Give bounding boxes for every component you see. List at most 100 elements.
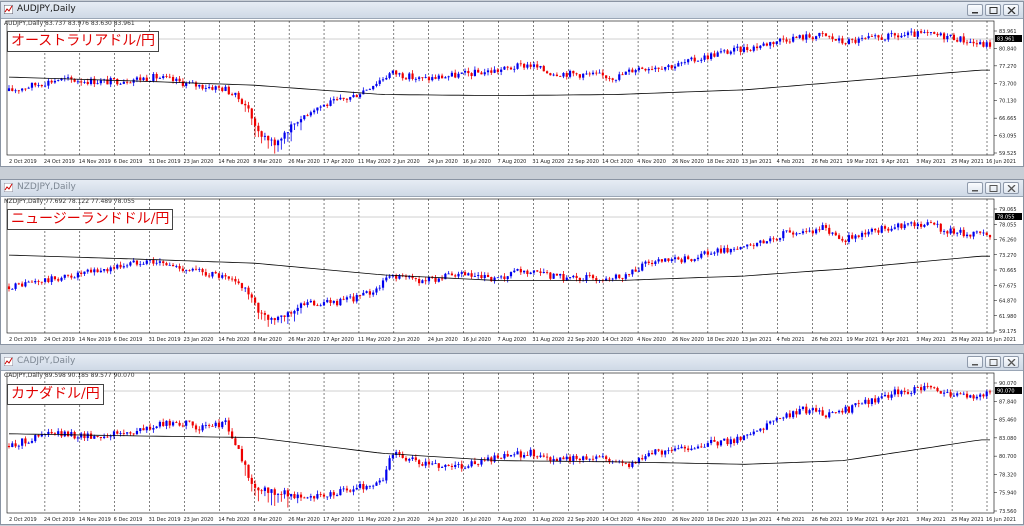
candle-body <box>910 222 913 224</box>
candle-body <box>112 431 116 437</box>
candle-body <box>240 448 244 462</box>
candle-body <box>260 131 263 137</box>
candle-body <box>624 274 627 279</box>
window-titlebar[interactable]: CADJPY,Daily <box>1 354 1023 371</box>
x-axis-label: 26 Nov 2020 <box>672 159 704 165</box>
y-axis-label: 83.961 <box>999 29 1017 35</box>
candle-body <box>552 273 555 279</box>
candle-body <box>404 457 408 461</box>
candle-body <box>162 261 165 264</box>
candle-body <box>887 228 890 231</box>
candle-body <box>103 436 106 439</box>
candle-body <box>112 267 116 269</box>
chart-window-nzdjpy[interactable]: NZDJPY,Daily 2 Oct 2019 24 Oct 2019 14 Nov… <box>0 179 1024 345</box>
minimize-button[interactable] <box>967 182 983 194</box>
candle-body <box>7 286 11 290</box>
candle-body <box>355 95 358 98</box>
currency-label: カナダドル/円 <box>7 384 104 405</box>
candle-body <box>204 88 207 89</box>
moving-average-line <box>8 69 990 96</box>
price-chart[interactable]: 2 Oct 2019 24 Oct 2019 14 Nov 2019 6 Dec 20… <box>1 197 1023 345</box>
candle-body <box>716 248 719 253</box>
close-button[interactable] <box>1003 4 1019 16</box>
candle-body <box>759 240 762 243</box>
candle-body <box>129 432 132 434</box>
maximize-button[interactable] <box>985 182 1001 194</box>
candle-body <box>913 387 916 394</box>
candle-body <box>299 119 303 123</box>
candle-body <box>595 456 598 459</box>
candle-body <box>247 464 250 478</box>
window-titlebar[interactable]: NZDJPY,Daily <box>1 180 1023 197</box>
minimize-button[interactable] <box>967 4 983 16</box>
candle-body <box>716 441 719 446</box>
close-button[interactable] <box>1003 356 1019 368</box>
candle-body <box>516 63 519 69</box>
candle-body <box>126 265 129 267</box>
candle-body <box>135 77 139 80</box>
x-axis-label: 14 Oct 2020 <box>602 159 633 165</box>
candle-body <box>634 462 637 464</box>
candle-body <box>841 238 844 241</box>
candle-body <box>496 69 499 72</box>
candle-body <box>306 302 309 306</box>
price-chart[interactable]: 2 Oct 2019 24 Oct 2019 14 Nov 2019 6 Dec 20… <box>1 19 1023 167</box>
candle-body <box>818 410 821 412</box>
chart-area[interactable]: 2 Oct 2019 24 Oct 2019 14 Nov 2019 6 Dec 20… <box>1 371 1023 524</box>
x-axis-label: 2 Jun 2020 <box>393 159 420 165</box>
chart-area[interactable]: 2 Oct 2019 24 Oct 2019 14 Nov 2019 6 Dec 20… <box>1 197 1023 344</box>
candle-body <box>749 50 752 51</box>
minimize-button[interactable] <box>967 356 983 368</box>
candle-body <box>352 489 355 492</box>
candle-body <box>588 458 591 460</box>
candle-body <box>60 431 63 437</box>
chart-area[interactable]: 2 Oct 2019 24 Oct 2019 14 Nov 2019 6 Dec 20… <box>1 19 1023 166</box>
candle-body <box>614 274 618 279</box>
close-button[interactable] <box>1003 182 1019 194</box>
candle-body <box>388 458 391 470</box>
candle-body <box>165 263 168 266</box>
candle-body <box>847 39 851 45</box>
candle-body <box>21 438 24 446</box>
candle-body <box>670 65 673 69</box>
candle-body <box>752 46 755 51</box>
price-chart[interactable]: 2 Oct 2019 24 Oct 2019 14 Nov 2019 6 Dec 20… <box>1 371 1023 525</box>
y-axis-label: 83.080 <box>999 436 1017 442</box>
candle-body <box>539 271 542 273</box>
candle-body <box>795 36 798 38</box>
candle-body <box>854 403 857 406</box>
candle-body <box>83 81 86 83</box>
x-axis-label: 22 Sep 2020 <box>567 517 599 523</box>
candle-body <box>391 454 394 459</box>
candle-body <box>270 139 273 141</box>
chart-window-cadjpy[interactable]: CADJPY,Daily 2 Oct 2019 24 Oct 2019 14 Nov… <box>0 353 1024 525</box>
candle-body <box>280 138 283 141</box>
candle-body <box>24 88 27 90</box>
candle-body <box>739 436 742 441</box>
candle-body <box>831 36 834 40</box>
candle-body <box>821 225 824 230</box>
candle-body <box>335 99 339 100</box>
candle-body <box>778 418 782 419</box>
candle-body <box>208 425 211 426</box>
maximize-button[interactable] <box>985 356 1001 368</box>
candle-body <box>979 231 982 233</box>
candle-body <box>634 269 637 272</box>
x-axis-label: 2 Jun 2020 <box>393 337 420 343</box>
candle-body <box>828 227 831 234</box>
candle-body <box>375 482 378 486</box>
candle-body <box>378 480 381 483</box>
candle-body <box>979 42 982 45</box>
candle-body <box>421 464 424 466</box>
maximize-button[interactable] <box>985 4 1001 16</box>
candle-body <box>447 76 450 78</box>
candle-body <box>139 428 142 431</box>
candle-body <box>608 278 611 280</box>
candle-body <box>870 228 873 232</box>
window-titlebar[interactable]: AUDJPY,Daily <box>1 2 1023 19</box>
candle-body <box>956 232 959 234</box>
candle-body <box>454 464 457 467</box>
candle-body <box>240 99 244 104</box>
x-axis-label: 16 Jul 2020 <box>463 159 491 165</box>
chart-window-audjpy[interactable]: AUDJPY,Daily 2 Oct 2019 24 Oct 2019 14 Nov… <box>0 1 1024 167</box>
